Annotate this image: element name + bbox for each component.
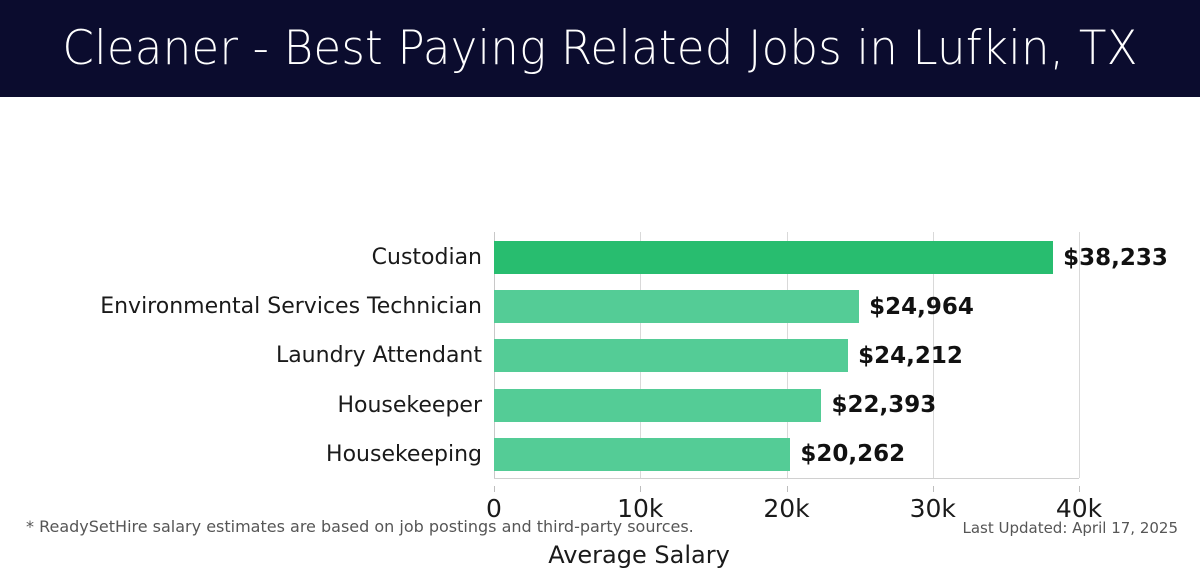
- x-axis-tick-labels: 0 10k 20k 30k 40k: [486, 486, 1102, 523]
- chart-footer: * ReadySetHire salary estimates are base…: [0, 508, 1200, 558]
- bar-row[interactable]: $38,233: [494, 241, 1168, 274]
- bar-series: $38,233 $24,964 $24,212 $22,393 $20,262: [494, 232, 1168, 478]
- bar-row[interactable]: $24,964: [494, 290, 1079, 324]
- y-axis-category-labels: Custodian Environmental Services Technici…: [0, 232, 482, 478]
- gridline: [1079, 232, 1080, 478]
- bar-row[interactable]: $20,262: [494, 437, 1079, 471]
- plot-area: $38,233 $24,964 $24,212 $22,393 $20,262: [494, 232, 1168, 478]
- x-axis-tick-mark: [786, 486, 788, 492]
- x-axis-tick-label: 10k: [617, 494, 664, 523]
- bar[interactable]: [494, 290, 860, 324]
- y-axis-category-label: Laundry Attendant: [275, 343, 482, 369]
- chart-header: Cleaner - Best Paying Related Jobs in Lu…: [0, 0, 1200, 97]
- y-axis-category-label: Housekeeper: [337, 392, 482, 418]
- bar-value-label: $22,393: [831, 392, 937, 419]
- x-axis-tick-label: 40k: [1055, 494, 1103, 523]
- bar-row[interactable]: $22,393: [494, 388, 1079, 422]
- x-axis-tick-label: 20k: [763, 494, 810, 523]
- x-axis-tick-mark: [494, 486, 495, 492]
- x-axis-tick-mark: [640, 486, 642, 492]
- bar-value-label: $38,233: [1063, 244, 1168, 271]
- footer-last-updated: Last Updated: April 17, 2025: [962, 519, 1178, 537]
- page-title: Cleaner - Best Paying Related Jobs in Lu…: [62, 21, 1138, 76]
- y-axis-category-label: Housekeeping: [326, 441, 482, 467]
- bar-value-label: $24,212: [858, 342, 963, 369]
- gridline: [932, 232, 934, 478]
- x-axis-tick-label: 30k: [909, 494, 956, 523]
- bar[interactable]: [494, 388, 822, 422]
- bar[interactable]: [494, 437, 791, 471]
- bar-value-label: $20,262: [800, 441, 906, 468]
- y-axis-category-label: Environmental Services Technician: [100, 294, 482, 320]
- bar-row[interactable]: $24,212: [494, 339, 1079, 373]
- x-axis-line: [494, 478, 1079, 479]
- chart-canvas: Custodian Environmental Services Technici…: [0, 97, 1200, 569]
- footer-disclaimer: * ReadySetHire salary estimates are base…: [26, 517, 694, 536]
- bar[interactable]: [494, 339, 849, 373]
- x-axis-tick-mark: [932, 486, 934, 492]
- x-axis-tick-mark: [1079, 486, 1080, 492]
- bar-value-label: $24,964: [869, 293, 974, 320]
- y-axis-category-label: Custodian: [371, 245, 482, 270]
- x-axis-tick-label: 0: [486, 494, 502, 523]
- bar[interactable]: [494, 241, 1054, 274]
